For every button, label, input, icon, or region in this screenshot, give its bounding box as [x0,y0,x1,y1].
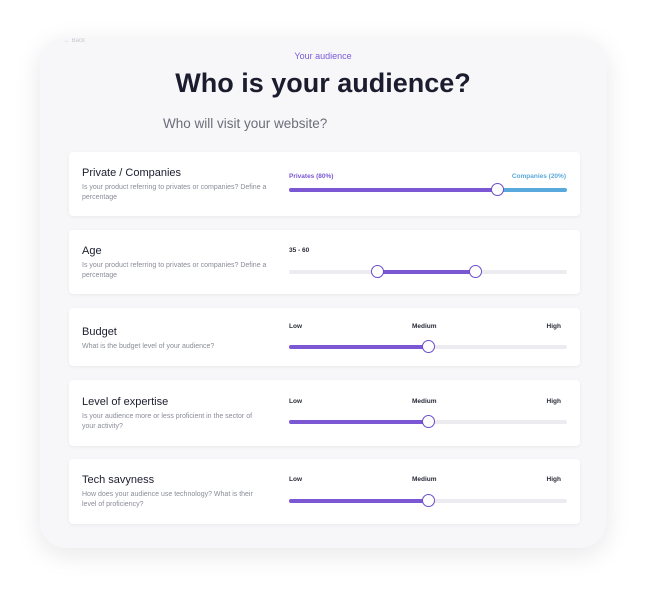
age-range-label: 35 - 60 [289,247,310,254]
card-title: Level of expertise [82,396,169,408]
card-budget: Budget What is the budget level of your … [69,308,580,366]
back-link[interactable]: ← Back [64,38,86,44]
slider-fill [289,420,428,424]
privates-label: Privates (80%) [289,173,334,180]
medium-label: Medium [412,476,437,483]
slider-fill [289,345,428,349]
card-description: How does your audience use technology? W… [82,491,253,508]
card-description: What is the budget level of your audienc… [82,343,215,350]
companies-label: Companies (20%) [511,173,566,180]
card-level-of-expertise: Level of expertise Is your audience more… [69,380,580,446]
step-label: Your audience [294,51,352,61]
page-title: Who is your audience? [175,68,471,98]
medium-label: Medium [412,398,437,405]
slider-fill-companies [497,188,567,192]
medium-label: Medium [412,323,437,330]
card-title: Age [82,245,102,257]
slider-thumb[interactable] [491,183,504,196]
low-label: Low [289,323,302,330]
high-label: High [546,476,561,483]
high-label: High [546,323,561,330]
audience-panel: ← Back Your audience Who is your audienc… [40,38,606,548]
card-age: Age Is your product referring to private… [69,230,580,294]
expertise-slider[interactable] [289,415,567,428]
slider-thumb-high[interactable] [468,265,482,278]
slider-thumb[interactable] [421,415,435,428]
low-label: Low [289,398,302,405]
page-subtitle: Who will visit your website? [163,116,328,131]
card-title: Private / Companies [82,167,182,179]
card-description: Is your product referring to privates or… [82,184,267,201]
card-title: Tech savyness [82,474,155,486]
card-description: Is your product referring to privates or… [82,262,267,279]
card-description: Is your audience more or less proficient… [82,413,253,430]
budget-slider[interactable] [289,340,567,353]
slider-fill-privates [289,188,498,192]
card-tech-savyness: Tech savyness How does your audience use… [69,459,580,524]
slider-fill [289,499,428,503]
private-companies-slider[interactable] [289,183,567,196]
low-label: Low [289,476,302,483]
age-range-slider[interactable] [289,265,567,278]
high-label: High [546,398,561,405]
slider-thumb[interactable] [421,340,435,353]
slider-thumb-low[interactable] [371,265,385,278]
slider-fill-range [377,270,476,274]
tech-savyness-slider[interactable] [289,494,567,507]
slider-thumb[interactable] [421,494,435,507]
card-private-companies: Private / Companies Is your product refe… [69,152,580,216]
card-title: Budget [82,326,117,338]
